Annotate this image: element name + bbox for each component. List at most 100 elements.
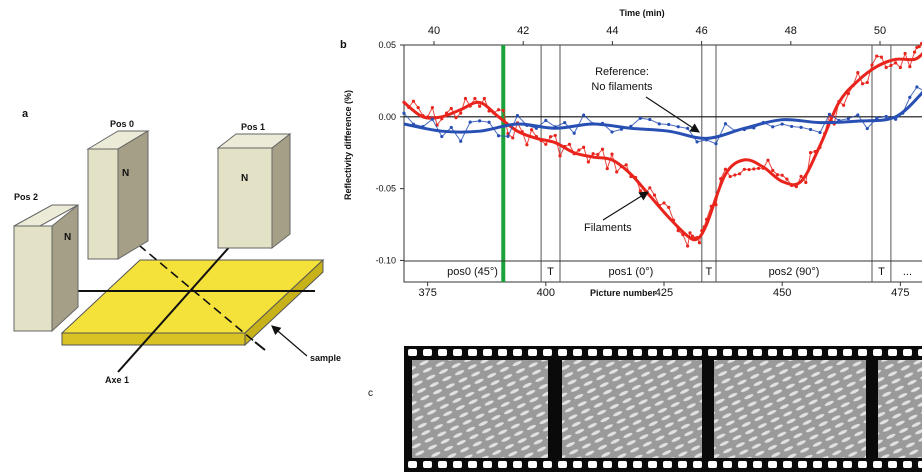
phase-label: T xyxy=(706,266,713,278)
data-point xyxy=(449,106,453,111)
sample-label: sample xyxy=(310,353,341,363)
magnet-pos2: N Pos 2 xyxy=(13,192,79,333)
data-point xyxy=(610,130,614,134)
x-tick-label: 375 xyxy=(418,287,436,299)
data-point xyxy=(771,125,775,129)
data-point xyxy=(728,174,732,179)
magnet-label-pos2: Pos 2 xyxy=(14,192,38,202)
y-axis-label: Reflectivity difference (%) xyxy=(343,90,353,200)
data-point xyxy=(525,143,529,147)
data-point xyxy=(567,142,572,146)
data-point xyxy=(662,201,666,205)
time-tick-label: 40 xyxy=(428,25,440,37)
data-point xyxy=(771,168,775,172)
data-point xyxy=(577,148,581,152)
data-point xyxy=(530,128,534,132)
data-point xyxy=(430,105,434,110)
time-axis-label: Time (min) xyxy=(619,8,664,18)
film-perforation xyxy=(423,461,432,468)
data-point xyxy=(563,121,567,125)
film-perforation xyxy=(543,461,552,468)
data-point xyxy=(775,173,780,177)
data-point xyxy=(780,122,784,126)
data-point xyxy=(723,122,728,126)
film-perforation xyxy=(438,461,447,468)
film-perforation xyxy=(798,461,807,468)
film-perforation xyxy=(768,461,777,468)
data-point xyxy=(496,108,501,112)
y-tick-label: 0.05 xyxy=(378,40,396,50)
film-perforation xyxy=(708,349,717,356)
series-layer xyxy=(402,41,922,248)
time-tick-label: 42 xyxy=(517,25,529,37)
phase-boundaries xyxy=(540,45,892,282)
data-point xyxy=(582,113,586,117)
sample-plate xyxy=(60,258,325,347)
data-point xyxy=(648,186,652,190)
film-perforation xyxy=(588,461,597,468)
axe1-line xyxy=(117,225,249,373)
data-point xyxy=(676,125,680,129)
film-perforation xyxy=(903,349,912,356)
sample-arrow xyxy=(271,325,308,357)
filaments-arrow xyxy=(602,191,650,221)
reference-annotation-line2: No filaments xyxy=(591,81,653,93)
film-perforation xyxy=(828,349,837,356)
film-perforation xyxy=(558,349,567,356)
film-perforation xyxy=(843,349,852,356)
data-point xyxy=(586,160,590,164)
data-point xyxy=(690,234,694,238)
film-frame-1 xyxy=(412,360,548,458)
film-perforation xyxy=(408,461,417,468)
panel-c-label: c xyxy=(368,388,373,399)
y-axis-ticks: 0.05 0.00 -0.05 -0.10 xyxy=(375,40,404,265)
data-point xyxy=(600,147,605,151)
data-point xyxy=(742,167,746,171)
data-point xyxy=(459,111,463,115)
film-perforation xyxy=(903,461,912,468)
data-point xyxy=(544,118,548,123)
film-perforation xyxy=(783,349,792,356)
film-perforation xyxy=(573,461,582,468)
data-point xyxy=(553,133,557,138)
film-perforation xyxy=(693,461,702,468)
data-point xyxy=(695,140,699,144)
pole-label: N xyxy=(64,232,71,243)
time-tick-label: 46 xyxy=(695,25,707,37)
data-point xyxy=(714,142,718,146)
data-point xyxy=(799,125,803,129)
data-point xyxy=(657,122,661,126)
data-point xyxy=(898,65,902,70)
phase-label: pos2 (90°) xyxy=(769,266,820,278)
data-point xyxy=(686,244,690,248)
film-perforation xyxy=(813,461,822,468)
data-point xyxy=(416,105,420,110)
data-point xyxy=(506,134,510,138)
film-perforation xyxy=(468,461,477,468)
series-red-smooth xyxy=(403,52,922,242)
data-point xyxy=(515,113,520,118)
plot-frame xyxy=(403,44,922,283)
data-point xyxy=(473,96,477,101)
data-point xyxy=(752,167,756,171)
data-point xyxy=(688,231,692,235)
x-tick-label: 400 xyxy=(537,287,555,299)
magnet-pos0: N Pos 0 xyxy=(86,119,150,260)
data-point xyxy=(454,116,458,120)
film-frame-4 xyxy=(878,360,922,458)
y-tick-label: 0.00 xyxy=(378,112,396,122)
magnet-label-pos0: Pos 0 xyxy=(110,119,134,129)
axe1-label: Axe 1 xyxy=(105,375,129,385)
x-tick-label: 425 xyxy=(655,287,673,299)
film-perforation xyxy=(498,461,507,468)
data-point xyxy=(463,96,468,101)
film-perforation xyxy=(738,349,747,356)
data-point xyxy=(879,55,884,59)
data-point xyxy=(875,54,879,58)
data-point xyxy=(894,61,898,65)
data-point xyxy=(478,119,482,123)
x-axis-label: Picture number xyxy=(590,288,657,298)
data-point xyxy=(903,51,907,56)
data-point xyxy=(615,170,619,174)
film-perforation xyxy=(888,349,897,356)
